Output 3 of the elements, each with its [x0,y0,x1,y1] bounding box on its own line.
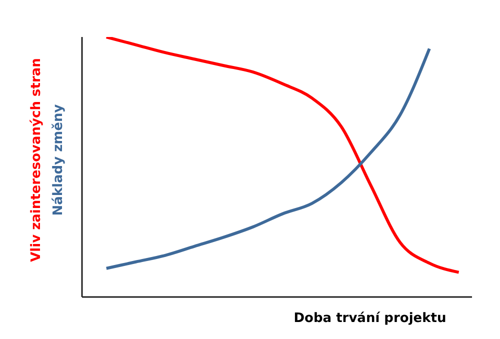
text: Náklady změny [51,104,66,216]
x-axis-title: Doba trvání projektu [294,311,446,326]
text: Vliv zainteresovaných stran [29,58,44,262]
